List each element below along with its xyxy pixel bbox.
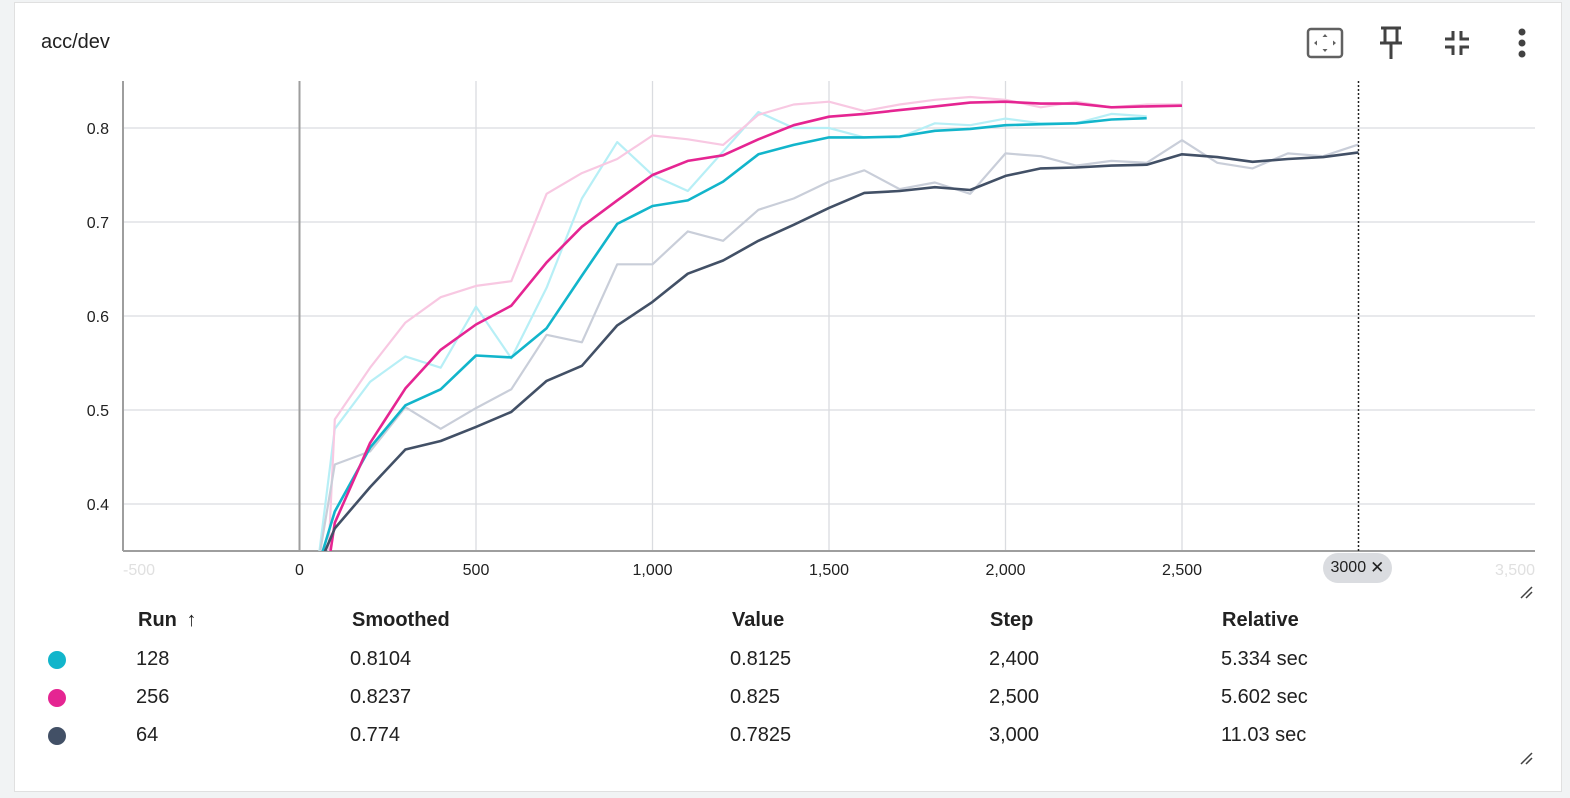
card-title: acc/dev bbox=[41, 31, 110, 53]
header-value[interactable]: Value bbox=[732, 609, 785, 631]
header-smoothed[interactable]: Smoothed bbox=[352, 609, 450, 631]
step-value: 3,000 bbox=[989, 724, 1040, 746]
fit-domain-icon bbox=[1306, 27, 1344, 59]
line-chart[interactable]: 0.4 0.5 0.6 0.7 0.8 -500 0 500 1,000 1,500 2,000 2,… bbox=[15, 3, 1563, 603]
x-tick-label: -500 bbox=[123, 562, 155, 579]
x-tick-label: 1,500 bbox=[809, 562, 849, 579]
raw-value: 0.8125 bbox=[730, 648, 792, 670]
plot-area bbox=[318, 95, 1359, 551]
scalar-card: acc/dev 0.4 0.5 0.6 0.7 0.8 -500 0 500 1,000 1,50… bbox=[14, 2, 1562, 792]
relative-time: 5.602 sec bbox=[1221, 686, 1308, 708]
raw-value: 0.825 bbox=[730, 686, 781, 708]
run-name: 256 bbox=[136, 686, 170, 708]
collapse-icon bbox=[1445, 31, 1469, 55]
smoothed-series-line-64 bbox=[323, 151, 1359, 551]
step-value: 2,500 bbox=[989, 686, 1040, 708]
x-tick-label: 0 bbox=[295, 562, 304, 579]
run-name: 64 bbox=[136, 724, 159, 746]
raw-value: 0.7825 bbox=[730, 724, 792, 746]
relative-time: 5.334 sec bbox=[1221, 648, 1308, 670]
relative-time: 11.03 sec bbox=[1221, 724, 1307, 746]
y-tick-label: 0.8 bbox=[87, 121, 109, 138]
raw-series-line-64 bbox=[319, 139, 1359, 551]
collapse-button[interactable] bbox=[1437, 23, 1477, 63]
smoothed-series-line-256 bbox=[329, 100, 1183, 551]
run-color-swatch bbox=[48, 689, 66, 707]
x-tick-label: 3,500 bbox=[1495, 562, 1535, 579]
smoothed-value: 0.8104 bbox=[350, 648, 412, 670]
more-options-button[interactable] bbox=[1502, 23, 1542, 63]
run-color-swatch bbox=[48, 651, 66, 669]
pin-button[interactable] bbox=[1371, 23, 1411, 63]
raw-series-line-128 bbox=[318, 110, 1147, 551]
y-tick-label: 0.5 bbox=[87, 403, 109, 420]
run-name: 128 bbox=[136, 648, 170, 670]
pin-icon bbox=[1380, 26, 1402, 59]
close-icon[interactable]: ✕ bbox=[1370, 558, 1385, 577]
x-tick-label: 2,000 bbox=[985, 562, 1025, 579]
raw-series-line-256 bbox=[327, 95, 1182, 551]
more-vert-icon bbox=[1518, 28, 1526, 58]
header-run[interactable]: Run ↑ bbox=[138, 609, 197, 631]
fit-domain-button[interactable] bbox=[1305, 23, 1345, 63]
step-value: 2,400 bbox=[989, 648, 1040, 670]
arrow-up-icon: ↑ bbox=[186, 609, 197, 631]
card-resize-handle[interactable] bbox=[1519, 751, 1533, 765]
hover-step-label: 3000 bbox=[1330, 559, 1367, 576]
header-relative[interactable]: Relative bbox=[1222, 609, 1299, 631]
run-color-swatch bbox=[48, 727, 66, 745]
x-tick-label: 1,000 bbox=[632, 562, 672, 579]
x-tick-label: 500 bbox=[463, 562, 490, 579]
y-tick-label: 0.7 bbox=[87, 215, 109, 232]
y-tick-label: 0.6 bbox=[87, 309, 109, 326]
y-tick-label: 0.4 bbox=[87, 497, 109, 514]
chart-resize-handle[interactable] bbox=[1519, 585, 1533, 599]
header-step[interactable]: Step bbox=[990, 609, 1034, 631]
hover-step-pill[interactable]: 3000 ✕ bbox=[1322, 553, 1393, 583]
smoothed-series-line-128 bbox=[321, 116, 1147, 551]
x-tick-label: 2,500 bbox=[1162, 562, 1202, 579]
smoothed-value: 0.8237 bbox=[350, 686, 412, 708]
smoothed-value: 0.774 bbox=[350, 724, 401, 746]
